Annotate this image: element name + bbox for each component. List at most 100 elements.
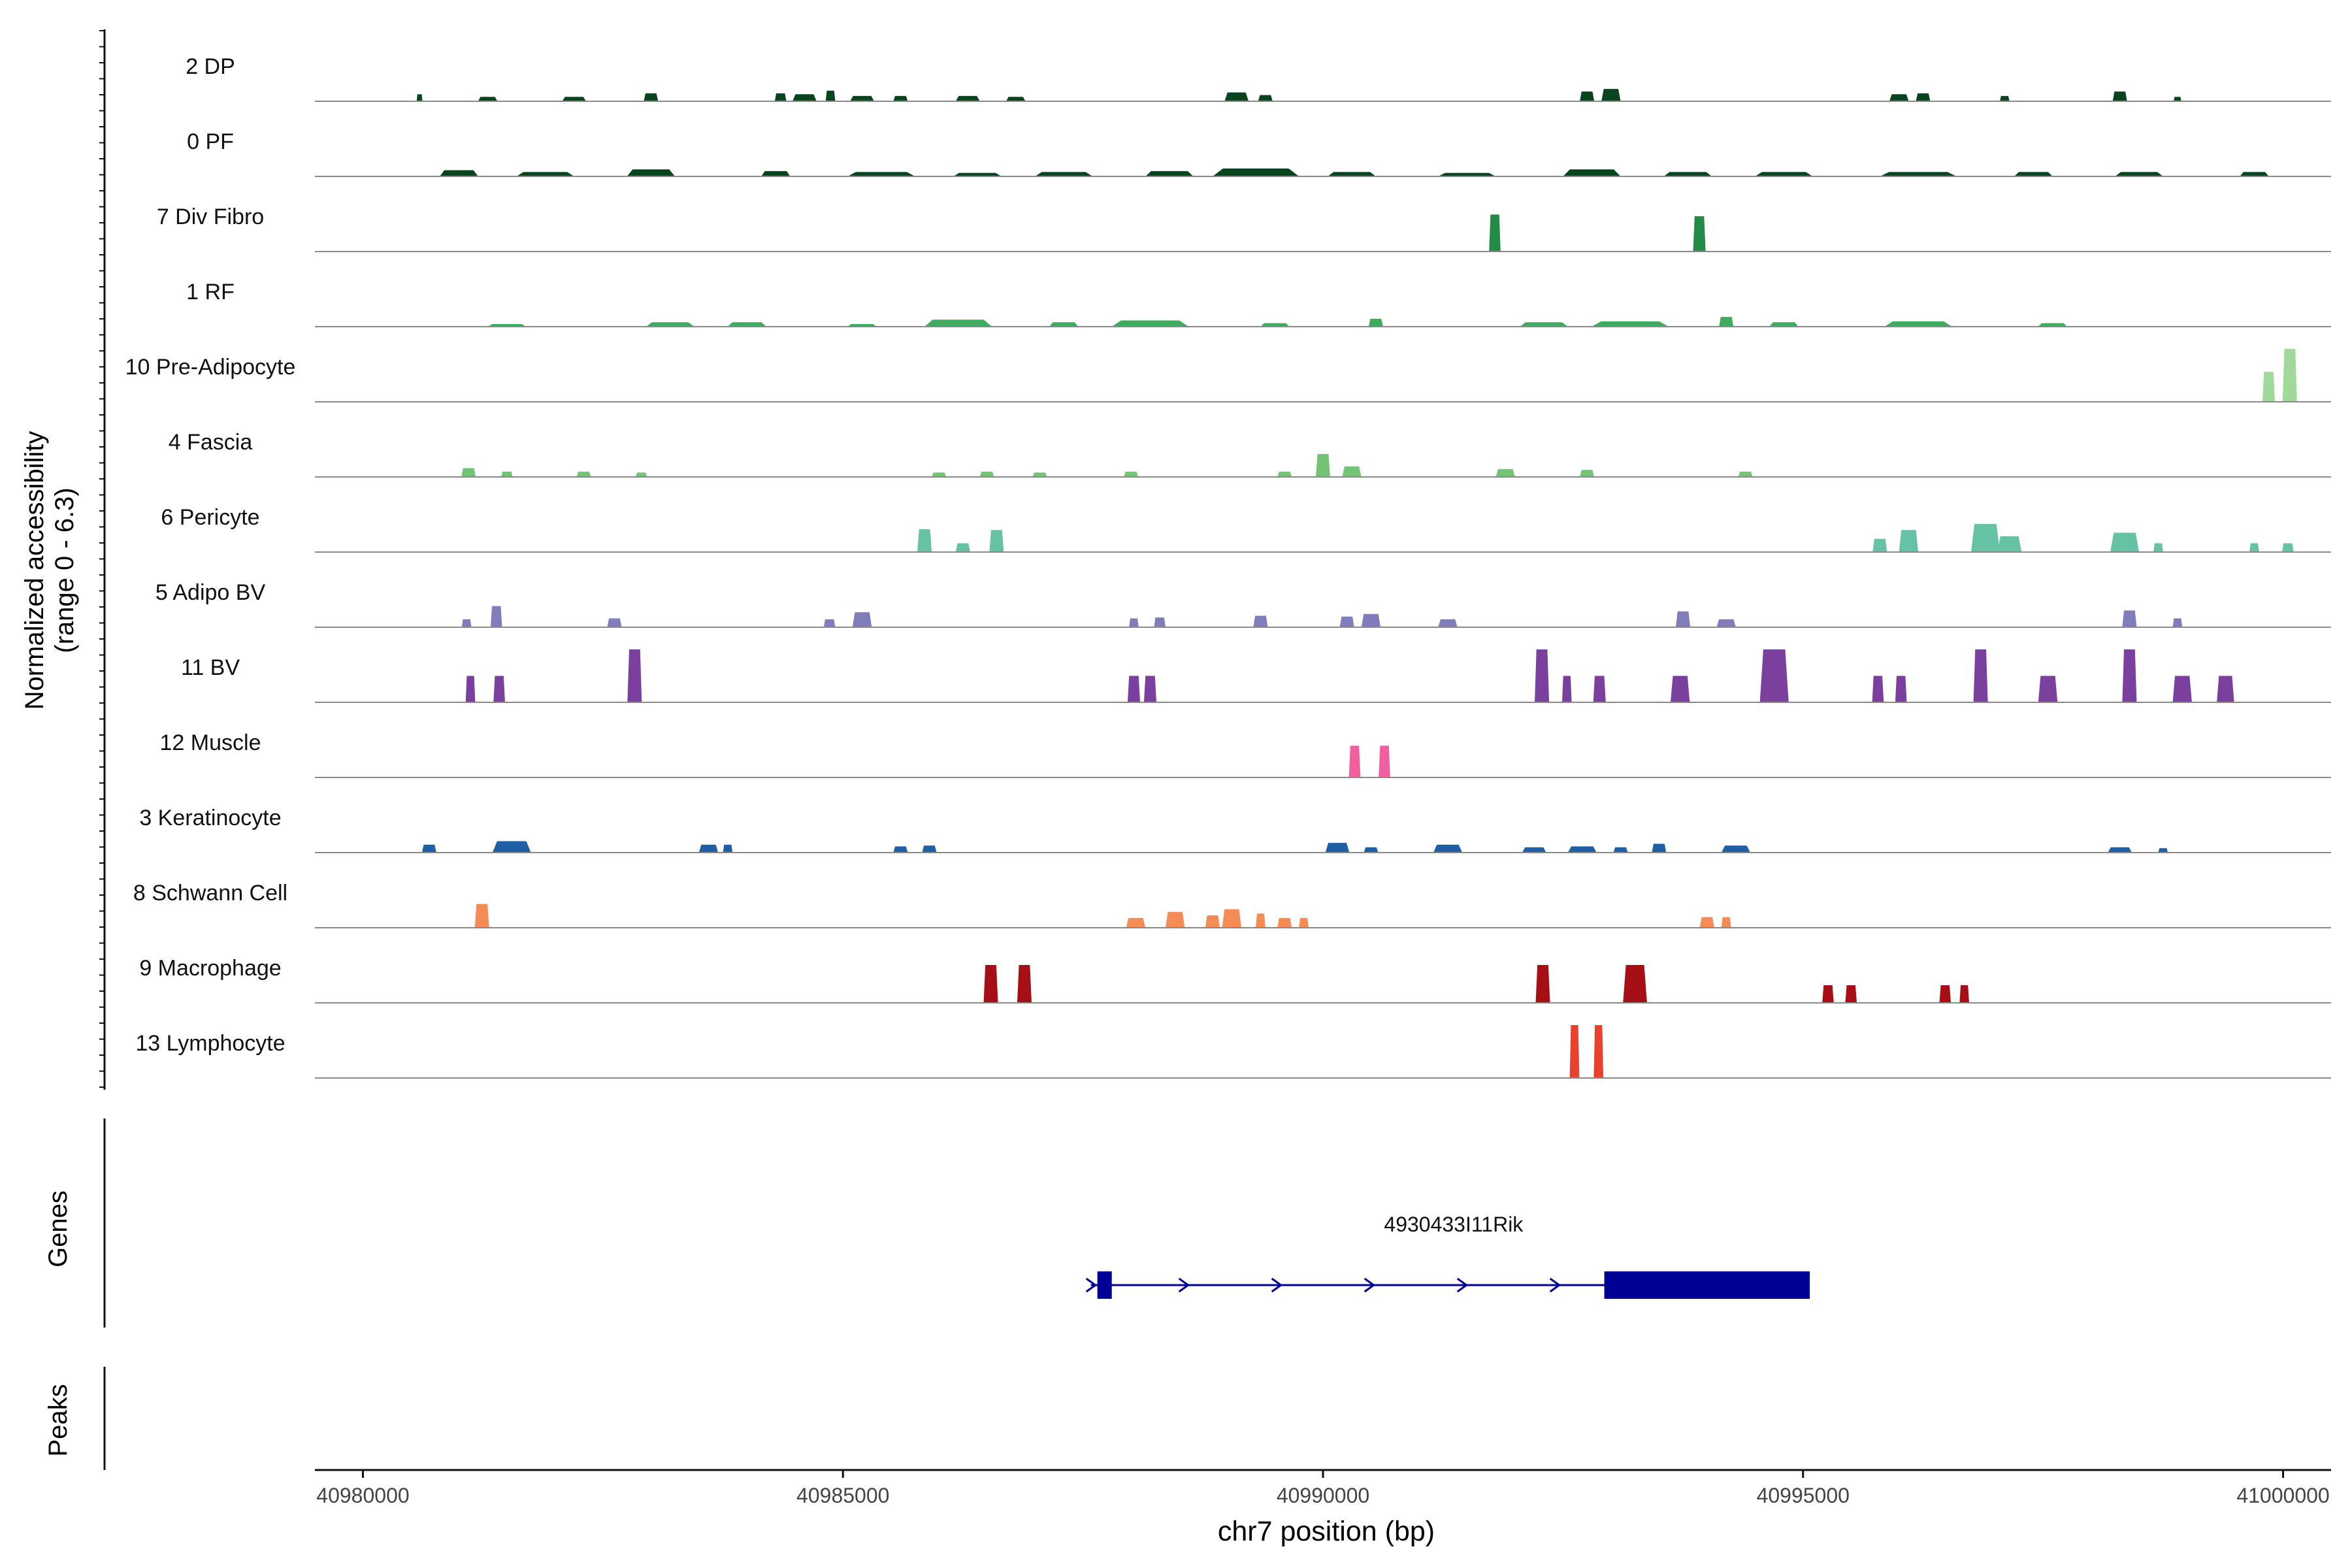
coverage-peak bbox=[474, 904, 489, 928]
track-2: 7 Div Fibro bbox=[157, 204, 2331, 252]
coverage-peak bbox=[1693, 216, 1706, 252]
coverage-peak bbox=[465, 676, 476, 702]
coverage-peak bbox=[955, 543, 970, 552]
coverage-peak bbox=[1592, 321, 1669, 327]
coverage-peak bbox=[1489, 214, 1501, 252]
coverage-peak bbox=[1670, 676, 1690, 702]
coverage-peak bbox=[850, 95, 874, 101]
coverage-peak bbox=[1379, 745, 1390, 777]
coverage-peak bbox=[1433, 844, 1463, 853]
coverage-peak bbox=[2282, 543, 2294, 552]
coverage-peak bbox=[1277, 918, 1292, 928]
coverage-peak bbox=[2249, 543, 2259, 552]
coverage-peak bbox=[1997, 536, 2022, 552]
coverage-peak bbox=[1127, 676, 1141, 702]
coverage-peak bbox=[1049, 322, 1079, 327]
track-10: 3 Keratinocyte bbox=[139, 806, 2331, 853]
strand-arrow bbox=[1364, 1277, 1376, 1293]
coverage-peak bbox=[1438, 619, 1458, 627]
coverage-peak bbox=[1601, 89, 1621, 101]
strand-arrow bbox=[1178, 1277, 1190, 1293]
coverage-peak bbox=[727, 322, 766, 327]
coverage-peak bbox=[1258, 95, 1273, 101]
x-tick-label: 40995000 bbox=[1757, 1484, 1850, 1507]
track-label: 4 Fascia bbox=[169, 430, 253, 455]
coverage-peak bbox=[2122, 610, 2137, 627]
coverage-peak bbox=[2153, 543, 2163, 552]
coverage-peak bbox=[1623, 964, 1647, 1003]
coverage-peak bbox=[490, 606, 502, 627]
track-0: 2 DP bbox=[186, 54, 2331, 102]
coverage-peak bbox=[1364, 847, 1379, 853]
y-axis-title: Normalized accessibility bbox=[20, 431, 49, 710]
x-axis-title: chr7 position (bp) bbox=[1218, 1516, 1435, 1547]
coverage-peak bbox=[627, 169, 676, 176]
coverage-peak bbox=[1315, 453, 1331, 477]
coverage-tracks: 2 DP 0 PF 7 Div Fibro 1 RF 10 Pre-Adipocyte 4… bbox=[125, 54, 2331, 1079]
strand-arrow bbox=[1271, 1277, 1283, 1293]
strand-arrow bbox=[1456, 1277, 1469, 1293]
coverage-peak bbox=[953, 172, 1002, 176]
coverage-peak bbox=[645, 322, 694, 327]
coverage-peak bbox=[1716, 619, 1736, 627]
coverage-peak bbox=[723, 844, 733, 853]
coverage-peak bbox=[1970, 523, 2001, 552]
coverage-peak bbox=[501, 471, 513, 477]
coverage-peak bbox=[2158, 848, 2168, 853]
coverage-peak bbox=[1339, 616, 1354, 627]
coverage-peak bbox=[852, 612, 872, 627]
coverage-peak bbox=[644, 93, 659, 101]
coverage-peak bbox=[635, 472, 647, 477]
coverage-peak bbox=[2014, 172, 2053, 176]
coverage-peak bbox=[893, 846, 908, 853]
coverage-peak bbox=[2110, 532, 2140, 552]
coverage-peak bbox=[1769, 322, 1799, 327]
coverage-peak bbox=[1277, 471, 1292, 477]
coverage-peak bbox=[2172, 618, 2183, 627]
coverage-peak bbox=[2122, 649, 2137, 702]
position-axis: 40980000 40985000 40990000 40995000 41000000 bbox=[315, 1469, 2331, 1507]
coverage-peak bbox=[2108, 847, 2132, 853]
coverage-peak bbox=[1563, 169, 1621, 176]
gene-name-label: 4930433I11Rik bbox=[1384, 1213, 1524, 1236]
coverage-peak bbox=[2115, 172, 2163, 176]
coverage-peak bbox=[1035, 172, 1093, 176]
track-6: 6 Pericyte bbox=[161, 505, 2331, 553]
coverage-peak bbox=[461, 619, 472, 627]
accessibility-axis bbox=[99, 29, 106, 1470]
track-9: 12 Muscle bbox=[160, 730, 2331, 778]
x-tick-label: 40985000 bbox=[796, 1484, 889, 1507]
coverage-peak bbox=[1361, 613, 1381, 627]
coverage-peak bbox=[979, 471, 994, 477]
coverage-peak bbox=[2173, 97, 2181, 101]
coverage-peak bbox=[1759, 649, 1789, 702]
coverage-peak bbox=[2282, 349, 2297, 402]
coverage-peak bbox=[1899, 530, 1919, 552]
coverage-peak bbox=[1368, 318, 1383, 327]
track-5: 4 Fascia bbox=[169, 430, 2331, 478]
coverage-peak bbox=[1342, 466, 1362, 477]
coverage-peak bbox=[2112, 91, 2127, 101]
coverage-peak bbox=[1325, 843, 1350, 853]
coverage-peak bbox=[2217, 676, 2234, 702]
coverage-peak bbox=[1520, 322, 1568, 327]
coverage-peak bbox=[493, 676, 505, 702]
x-tick-label: 40990000 bbox=[1277, 1484, 1369, 1507]
coverage-peak bbox=[1253, 615, 1268, 627]
coverage-peak bbox=[562, 97, 587, 101]
coverage-peak bbox=[825, 90, 836, 101]
coverage-peak bbox=[1561, 676, 1572, 702]
strand-arrow bbox=[1549, 1277, 1561, 1293]
y-axis-range-label: (range 0 - 6.3) bbox=[50, 487, 79, 653]
coverage-peak bbox=[1124, 471, 1139, 477]
track-label: 10 Pre-Adipocyte bbox=[125, 355, 296, 380]
coverage-peak bbox=[917, 529, 932, 552]
peaks-track-label: Peaks bbox=[44, 1384, 73, 1456]
coverage-peak bbox=[1129, 618, 1139, 627]
track-label: 8 Schwann Cell bbox=[133, 881, 287, 906]
coverage-peak bbox=[1205, 915, 1220, 928]
gene-track: 4930433I11Rik bbox=[1085, 1213, 1810, 1299]
x-tick-label: 41000000 bbox=[2236, 1484, 2329, 1507]
coverage-peak bbox=[1895, 676, 1907, 702]
genes-track-label: Genes bbox=[44, 1190, 73, 1267]
